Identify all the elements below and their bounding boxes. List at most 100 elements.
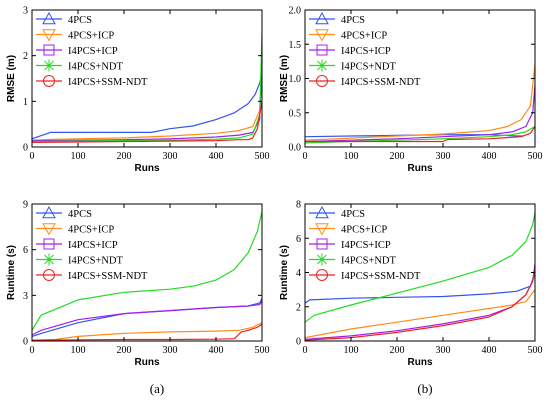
series-line-i4pcs-ndt [305, 212, 535, 323]
legend-marker-asterisk-icon [43, 59, 55, 72]
series-group [305, 212, 535, 341]
legend: 4PCS 4PCS+ICP I4PCS+ICP I4PCS+NDT I4PCS+SSM-… [36, 205, 148, 282]
x-tick-label: 300 [163, 345, 178, 356]
asterisk-stroke [317, 60, 327, 71]
series-line-4pcs [32, 73, 262, 140]
series-line-i4pcs-ssm-ndt [305, 272, 535, 341]
series-line-4pcs-icp [305, 289, 535, 339]
series-group [305, 64, 535, 144]
legend-item-4pcs-icp: 4PCS+ICP [309, 223, 387, 236]
x-tick-label: 200 [390, 345, 405, 356]
legend-item-i4pcs-icp: I4PCS+ICP [309, 44, 391, 57]
legend-item-i4pcs-ndt: I4PCS+NDT [309, 59, 397, 73]
x-tick-label: 200 [117, 151, 132, 162]
legend: 4PCS 4PCS+ICP I4PCS+ICP I4PCS+NDT I4PCS+SSM-… [36, 11, 148, 88]
legend-item-4pcs-icp: 4PCS+ICP [36, 29, 114, 42]
legend-item-i4pcs-icp: I4PCS+ICP [36, 44, 118, 57]
y-tick-label: 0 [296, 337, 301, 348]
legend-label: I4PCS+NDT [341, 256, 397, 267]
y-axis-label: RMSE (m) [6, 55, 17, 102]
legend: 4PCS 4PCS+ICP I4PCS+ICP I4PCS+NDT I4PCS+SSM-… [309, 11, 421, 88]
x-tick-label: 0 [30, 151, 35, 162]
legend-item-i4pcs-ssm-ndt: I4PCS+SSM-NDT [36, 75, 148, 88]
legend-item-i4pcs-ssm-ndt: I4PCS+SSM-NDT [36, 269, 148, 282]
chart-panel-bottom-right: 0 100 200 300 400 500 0 2 4 6 8 Runs Runtime (s) 4PCS… [279, 200, 543, 369]
y-axis-label: RMSE (m) [279, 55, 290, 102]
y-tick-label: 6 [23, 245, 28, 256]
legend-item-4pcs: 4PCS [309, 11, 365, 26]
legend-label: I4PCS+ICP [68, 240, 118, 251]
x-tick-label: 500 [528, 345, 543, 356]
series-line-4pcs [305, 134, 524, 138]
legend-label: I4PCS+SSM-NDT [341, 77, 421, 88]
legend-marker-circle-icon [316, 75, 328, 87]
y-tick-label: 2.0 [289, 6, 302, 17]
y-axis-label: Runtime (s) [6, 245, 17, 300]
series-line-4pcs-icp [305, 64, 535, 141]
legend-label: 4PCS [68, 209, 92, 220]
legend-label: 4PCS [341, 209, 365, 220]
chart-panel-top-right: 0 100 200 300 400 500 0.0 0.5 1.0 1.5 2.0 Runs RMSE … [279, 6, 543, 175]
legend-marker-asterisk-icon [316, 253, 328, 266]
legend-item-i4pcs-ndt: I4PCS+NDT [36, 59, 124, 73]
x-tick-label: 400 [209, 151, 224, 162]
legend-marker-circle-icon [43, 75, 55, 87]
x-tick-label: 500 [255, 151, 270, 162]
x-tick-label: 500 [255, 345, 270, 356]
y-tick-label: 0 [23, 337, 28, 348]
legend-item-i4pcs-ndt: I4PCS+NDT [36, 253, 124, 267]
x-tick-label: 400 [482, 151, 497, 162]
x-tick-label: 0 [30, 345, 35, 356]
y-tick-label: 0 [23, 143, 28, 154]
legend-marker-asterisk-icon [43, 253, 55, 266]
legend-marker-triangle-up-icon [42, 11, 56, 25]
legend-marker-circle-icon [43, 269, 55, 281]
y-tick-label: 9 [23, 200, 28, 211]
legend-item-4pcs: 4PCS [309, 205, 365, 220]
x-tick-label: 200 [117, 345, 132, 356]
x-tick-label: 300 [436, 151, 451, 162]
y-tick-label: 8 [296, 200, 301, 211]
x-tick-label: 200 [390, 151, 405, 162]
series-line-i4pcs-ndt [32, 211, 262, 331]
legend-marker-triangle-down-icon [42, 29, 56, 42]
legend-marker-square-icon [316, 44, 328, 56]
legend-item-4pcs: 4PCS [36, 205, 92, 220]
x-tick-label: 500 [528, 151, 543, 162]
legend-label: 4PCS+ICP [68, 31, 114, 42]
series-line-4pcs [305, 272, 535, 304]
legend-marker-triangle-down-icon [315, 223, 329, 236]
legend-item-i4pcs-ssm-ndt: I4PCS+SSM-NDT [309, 269, 421, 282]
x-tick-label: 300 [163, 151, 178, 162]
series-line-i4pcs-icp [32, 301, 262, 336]
legend-label: 4PCS [68, 15, 92, 26]
legend-label: I4PCS+SSM-NDT [68, 77, 148, 88]
x-axis-label: Runs [408, 163, 433, 174]
y-tick-label: 1 [23, 97, 28, 108]
x-axis-label: Runs [408, 357, 433, 368]
y-tick-label: 0.0 [289, 143, 302, 154]
legend-label: 4PCS [341, 15, 365, 26]
series-line-i4pcs-ssm-ndt [32, 323, 262, 341]
y-tick-label: 3 [23, 291, 28, 302]
y-tick-label: 6 [296, 234, 301, 245]
legend-label: 4PCS+ICP [68, 225, 114, 236]
x-tick-label: 400 [482, 345, 497, 356]
legend-item-i4pcs-ssm-ndt: I4PCS+SSM-NDT [309, 75, 421, 88]
x-axis-label: Runs [135, 357, 160, 368]
plot-frame [31, 203, 263, 342]
legend-item-4pcs-icp: 4PCS+ICP [309, 29, 387, 42]
y-tick-label: 0.5 [289, 108, 302, 119]
y-tick-label: 4 [296, 268, 301, 279]
x-tick-label: 0 [303, 345, 308, 356]
series-line-i4pcs-icp [32, 60, 262, 142]
legend-marker-square-icon [43, 238, 55, 250]
legend-marker-triangle-up-icon [315, 205, 329, 219]
legend-item-4pcs-icp: 4PCS+ICP [36, 223, 114, 236]
series-line-i4pcs-ssm-ndt [32, 101, 262, 143]
legend-marker-circle-icon [316, 269, 328, 281]
legend-label: I4PCS+NDT [68, 256, 124, 267]
y-axis-label: Runtime (s) [279, 245, 290, 300]
